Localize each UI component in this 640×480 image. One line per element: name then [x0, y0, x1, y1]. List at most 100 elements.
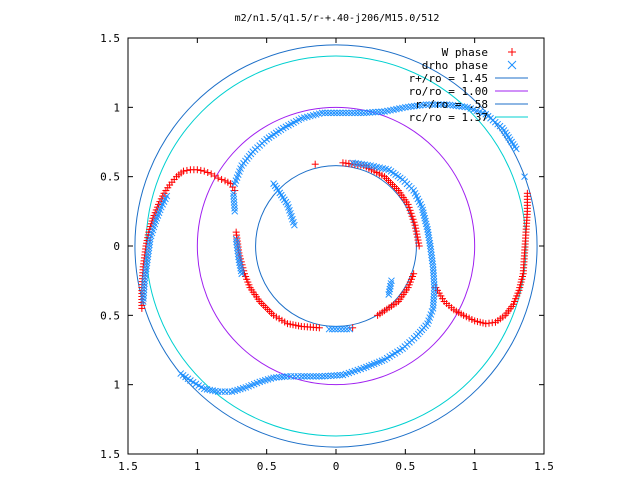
w-phase-point-172 — [410, 218, 418, 226]
drho-phase-point-246 — [328, 325, 336, 333]
drho-phase-point-89 — [218, 388, 225, 395]
drho-phase-point-90 — [221, 388, 229, 395]
w-phase-point-114 — [315, 324, 323, 332]
drho-phase-point-41 — [230, 201, 238, 209]
drho-phase-point-42 — [231, 204, 238, 212]
drho-phase-point-305 — [372, 108, 379, 116]
drho-phase-point-328 — [440, 101, 448, 108]
drho-phase-point-116 — [297, 372, 305, 380]
drho-phase-point-301 — [360, 109, 368, 117]
drho-phase-point-287 — [318, 109, 326, 117]
drho-phase-point-109 — [275, 373, 283, 381]
drho-phase-point-43 — [231, 207, 239, 215]
drho-phase-point-125 — [324, 372, 332, 380]
w-phase-point-56 — [204, 169, 212, 177]
drho-phase-point-359 — [521, 173, 528, 181]
legend-label-0: W phase — [442, 46, 488, 59]
drho-phase-point-195 — [424, 228, 432, 236]
drho-phase-point-117 — [300, 372, 308, 380]
drho-phase-point-124 — [321, 372, 329, 380]
w-phase-point-60 — [218, 175, 226, 183]
drho-phase-point-295 — [342, 109, 350, 117]
drho-phase-point-56 — [238, 270, 246, 278]
drho-phase-point-324 — [428, 101, 436, 108]
drho-phase-point-243 — [337, 325, 345, 333]
drho-phase-point-178 — [430, 278, 438, 286]
drho-phase-point-241 — [343, 325, 351, 333]
x-tick-label-1: 1 — [194, 460, 201, 473]
drho-phase-point-239 — [385, 291, 393, 298]
drho-phase-point-298 — [351, 109, 359, 117]
y-tick-label-3: 0 — [113, 240, 120, 253]
x-tick-label-5: 1 — [471, 460, 478, 473]
drho-phase-point-190 — [426, 242, 434, 250]
w-phase-point-53 — [193, 166, 201, 174]
drho-phase-point-358 — [512, 145, 520, 153]
drho-phase-point-172 — [430, 296, 438, 303]
y-tick-label-6: 1.5 — [100, 32, 120, 45]
drho-phase-point-233 — [349, 159, 356, 167]
drho-phase-point-297 — [348, 109, 356, 117]
drho-phase-point-193 — [425, 234, 433, 242]
drho-phase-point-322 — [422, 101, 430, 108]
drho-phase-point-5 — [140, 283, 148, 290]
drho-phase-point-304 — [369, 108, 377, 116]
drho-phase-point-191 — [426, 239, 434, 247]
w-phase-point-59 — [214, 174, 222, 182]
drho-phase-point-6 — [141, 280, 148, 287]
drho-phase-point-302 — [363, 109, 371, 117]
w-phase-point-50 — [183, 166, 191, 174]
y-tick-label-1: 1 — [113, 379, 120, 392]
w-phase-point-49 — [179, 167, 187, 175]
drho-phase-point-307 — [378, 108, 385, 116]
drho-phase-point-170 — [429, 302, 437, 309]
drho-phase-point-245 — [331, 325, 339, 333]
w-phase-point-178 — [414, 236, 422, 244]
drho-phase-point-179 — [430, 275, 438, 283]
drho-phase-point-173 — [430, 293, 438, 300]
legend-swatch-0 — [508, 48, 516, 56]
drho-phase-point-122 — [315, 372, 323, 380]
drho-phase-point-289 — [324, 109, 332, 117]
x-tick-label-4: 0.5 — [395, 460, 415, 473]
x-tick-label-6: 1.5 — [534, 460, 554, 473]
w-phase-point-167 — [405, 203, 413, 211]
y-tick-label-5: 1 — [113, 101, 120, 114]
drho-phase-point-299 — [354, 109, 362, 117]
drho-phase-point-182 — [429, 266, 437, 274]
drho-phase-point-326 — [434, 101, 442, 108]
x-tick-label-3: 0 — [333, 460, 340, 473]
drho-phase-point-38 — [230, 192, 237, 200]
chart-title: m2/n1.5/q1.5/r-+.40-j206/M15.0/512 — [235, 13, 440, 24]
drho-phase-point-306 — [375, 108, 382, 116]
drho-phase-point-303 — [366, 109, 374, 116]
w-phase-point-166 — [404, 200, 412, 208]
drho-phase-point-180 — [430, 272, 438, 280]
drho-phase-point-194 — [425, 231, 432, 239]
drho-phase-point-36 — [163, 192, 171, 200]
drho-phase-point-4 — [140, 286, 148, 293]
w-phase-point-168 — [406, 206, 414, 214]
w-phase-point-55 — [200, 167, 208, 175]
legend-label-1: drho phase — [422, 59, 488, 72]
drho-phase-point-1 — [140, 295, 147, 302]
y-tick-label-0: 1.5 — [100, 448, 120, 461]
w-phase-point-54 — [197, 166, 205, 174]
drho-phase-point-325 — [431, 101, 439, 108]
drho-phase-point-111 — [281, 373, 289, 380]
drho-phase-point-37 — [230, 189, 237, 197]
legend-label-2: r+/ro = 1.45 — [409, 72, 488, 85]
w-phase-point-252 — [523, 189, 531, 197]
x-axis-ticks: 1.5 1 0.5 0 0.5 1 1.5 — [118, 38, 554, 473]
drho-phase-point-128 — [333, 372, 341, 379]
drho-phase-point-108 — [273, 374, 280, 381]
drho-phase-point-129 — [336, 371, 344, 379]
drho-phase-point-294 — [339, 109, 347, 117]
drho-phase-point-171 — [430, 299, 437, 306]
y-tick-label-4: 0.5 — [100, 171, 120, 184]
drho-phase-point-40 — [230, 198, 238, 206]
w-phase-point-115 — [349, 324, 357, 332]
w-phase-point-136 — [410, 270, 418, 278]
w-phase-point-65 — [231, 187, 239, 195]
